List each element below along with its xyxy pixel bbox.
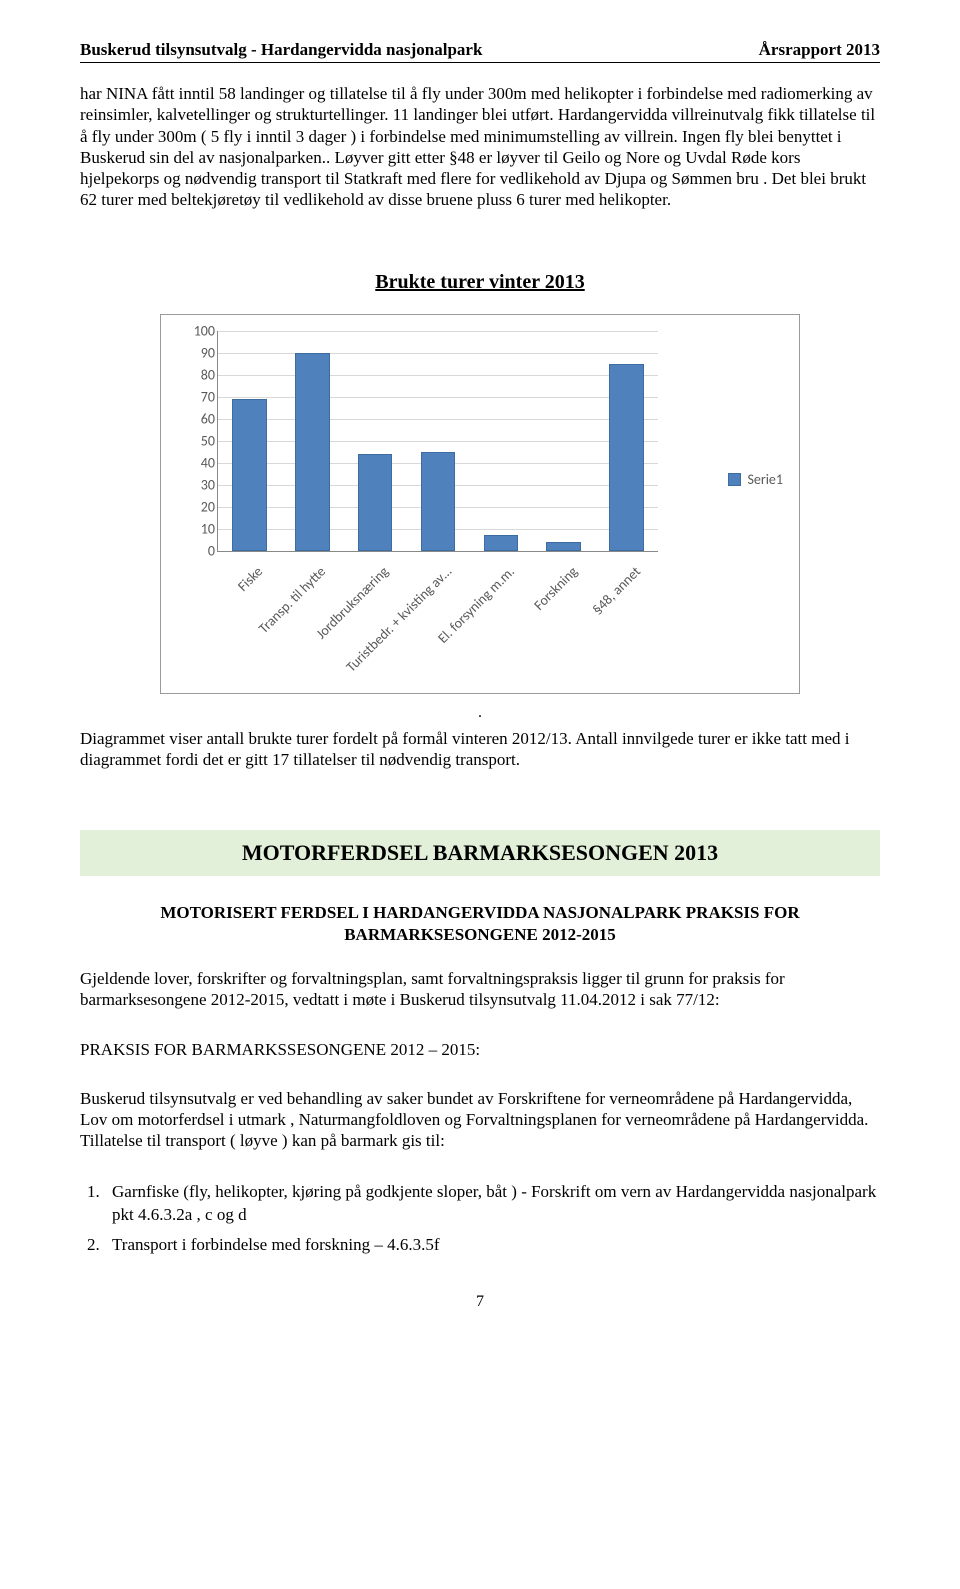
chart-ytick: 70 [187, 388, 215, 405]
numbered-list: Garnfiske (fly, helikopter, kjøring på g… [80, 1180, 880, 1257]
paragraph-1: Gjeldende lover, forskrifter og forvaltn… [80, 968, 880, 1011]
chart-gridline [218, 375, 658, 376]
chart-gridline [218, 419, 658, 420]
chart-legend: Serie1 [728, 471, 783, 488]
legend-swatch [728, 473, 741, 486]
chart-ytick: 50 [187, 432, 215, 449]
chart-ytick: 10 [187, 520, 215, 537]
chart-gridline [218, 397, 658, 398]
bar-chart: 0102030405060708090100FiskeTransp. til h… [160, 314, 800, 694]
chart-gridline [218, 353, 658, 354]
chart-ytick: 0 [187, 542, 215, 559]
chart-bar [421, 452, 456, 551]
paragraph-3: Buskerud tilsynsutvalg er ved behandling… [80, 1088, 880, 1152]
page-header: Buskerud tilsynsutvalg - Hardangervidda … [80, 40, 880, 63]
chart-bar [295, 353, 330, 551]
chart-ytick: 100 [187, 322, 215, 339]
chart-gridline [218, 441, 658, 442]
chart-caption: Diagrammet viser antall brukte turer for… [80, 728, 880, 771]
chart-footnote-dot: . [80, 704, 880, 722]
list-item: Transport i forbindelse med forskning – … [104, 1233, 880, 1257]
page-number: 7 [80, 1293, 880, 1311]
chart-plot-area [217, 331, 658, 552]
chart-bar [609, 364, 644, 551]
paragraph-2: PRAKSIS FOR BARMARKSSESONGENE 2012 – 201… [80, 1039, 880, 1060]
chart-bar [232, 399, 267, 551]
chart-title: Brukte turer vinter 2013 [80, 271, 880, 294]
chart-ytick: 90 [187, 344, 215, 361]
chart-xlabel: Forskning [530, 563, 581, 614]
chart-ytick: 60 [187, 410, 215, 427]
chart-xlabel: Fiske [235, 563, 267, 595]
intro-paragraph: har NINA fått inntil 58 landinger og til… [80, 83, 880, 211]
chart-bar [484, 535, 519, 550]
chart-ytick: 80 [187, 366, 215, 383]
chart-gridline [218, 331, 658, 332]
chart-ytick: 30 [187, 476, 215, 493]
chart-ytick: 20 [187, 498, 215, 515]
chart-xlabel: §48, annet [589, 563, 644, 618]
header-right: Årsrapport 2013 [759, 40, 880, 60]
section-banner: MOTORFERDSEL BARMARKSESONGEN 2013 [80, 830, 880, 876]
legend-label: Serie1 [747, 471, 783, 488]
chart-xlabel: Turistbedr. + kvisting av… [343, 563, 455, 675]
list-item: Garnfiske (fly, helikopter, kjøring på g… [104, 1180, 880, 1228]
chart-ytick: 40 [187, 454, 215, 471]
chart-bar [358, 454, 393, 551]
section-subheading: MOTORISERT FERDSEL I HARDANGERVIDDA NASJ… [80, 902, 880, 946]
chart-bar [546, 542, 581, 551]
header-left: Buskerud tilsynsutvalg - Hardangervidda … [80, 40, 482, 60]
